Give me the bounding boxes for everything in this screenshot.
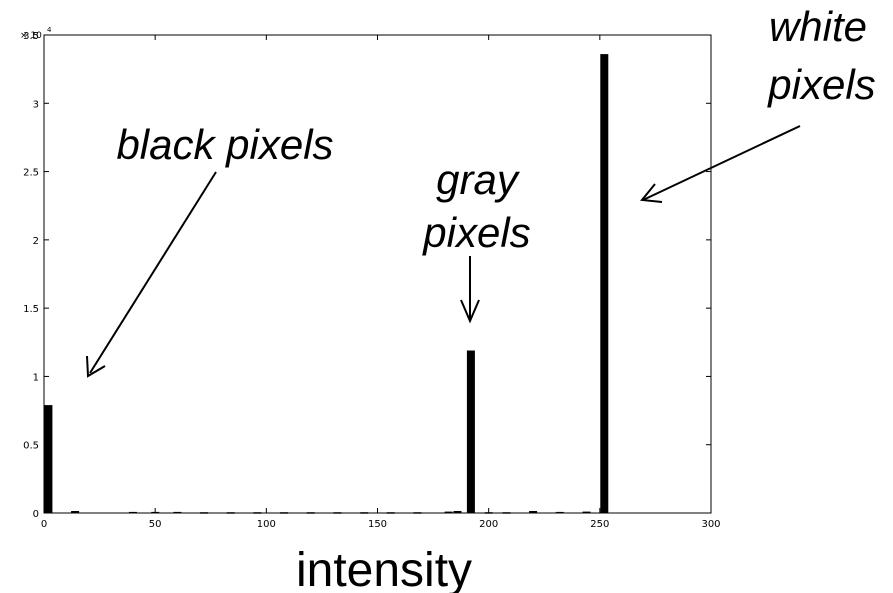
x-tick-label-6: 300	[701, 519, 720, 530]
bar-12	[386, 512, 395, 514]
y-tick-label-2: 1	[33, 372, 39, 383]
bar-14	[444, 511, 453, 514]
bar-9	[306, 512, 315, 514]
bar-5	[200, 512, 209, 514]
arrow-black-pixels	[86, 171, 217, 378]
annotation-gray-line1: gray	[436, 156, 521, 203]
x-tick-label-0: 0	[41, 519, 47, 530]
bar-21	[582, 511, 591, 514]
x-tick-label-4: 200	[479, 519, 498, 530]
bar-4	[173, 511, 182, 514]
bar-11	[360, 512, 369, 514]
bar-20	[555, 511, 564, 514]
bar-1	[71, 511, 80, 513]
x-tick-label-1: 50	[149, 519, 162, 530]
bar-10	[333, 512, 342, 514]
y-exponent-power: 4	[47, 26, 52, 34]
bar-22	[600, 54, 609, 513]
y-exponent-label: × 10	[20, 31, 42, 41]
annotation-black-pixels: black pixels	[116, 121, 333, 168]
y-tick-label-5: 2.5	[23, 168, 39, 179]
x-tick-label-3: 150	[368, 519, 387, 530]
x-axis-label: intensity	[296, 544, 472, 593]
bar-16	[466, 350, 475, 513]
annotation-gray-line2: pixels	[421, 209, 530, 256]
bar-19	[529, 511, 538, 513]
y-tick-label-0: 0	[33, 509, 39, 520]
y-tick-label-1: 0.5	[23, 441, 39, 452]
bar-13	[413, 512, 422, 514]
bar-8	[280, 512, 289, 514]
x-tick-label-2: 100	[257, 519, 276, 530]
annotation-white-line1: white	[769, 3, 867, 50]
bar-6	[226, 512, 235, 514]
bar-18	[502, 512, 511, 514]
annotation-white-line2: pixels	[766, 61, 875, 108]
axes-box	[43, 34, 712, 514]
y-tick-label-4: 2	[33, 236, 39, 247]
y-tick-label-7: 3.5	[23, 31, 39, 42]
bar-7	[253, 512, 262, 514]
y-tick-label-6: 3	[33, 99, 39, 110]
arrow-gray-pixels	[460, 256, 480, 324]
x-tick-label-5: 250	[590, 519, 609, 530]
arrow-white-pixels	[640, 125, 801, 203]
bar-0	[44, 405, 53, 513]
plot-area: 0 50 100 150 200 250 300 0 0.5 1 1.5 2 2.5 3 3.5	[23, 31, 720, 530]
bar-15	[453, 511, 462, 513]
axis-ticks: 0 50 100 150 200 250 300 0 0.5 1 1.5 2 2.5 3 3.5	[23, 31, 720, 530]
bar-2	[128, 511, 137, 514]
y-tick-label-3: 1.5	[23, 304, 39, 315]
